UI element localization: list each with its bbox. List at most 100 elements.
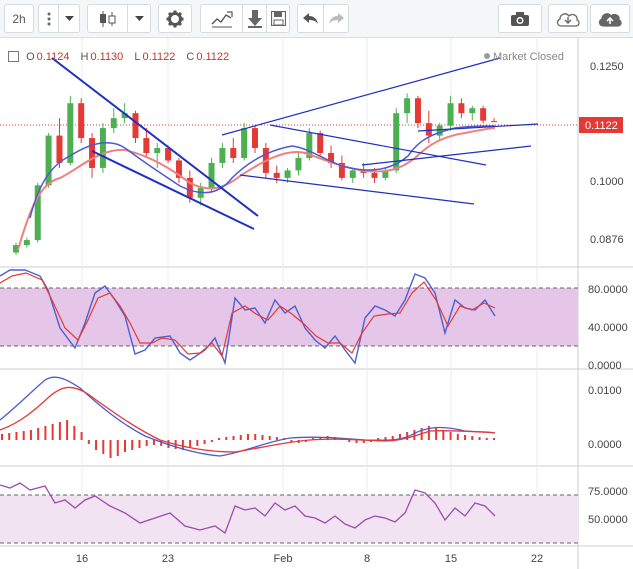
candle-body <box>110 118 117 129</box>
candle-body <box>154 148 161 153</box>
trendline-flat <box>417 123 539 132</box>
price-axis: 0.1250 0.1000 0.0876 <box>590 61 624 246</box>
macd-histogram-bar <box>15 432 18 440</box>
macd-histogram-bar <box>254 434 257 440</box>
save-disk-icon[interactable] <box>266 4 290 33</box>
macd-histogram-bar <box>116 440 119 456</box>
macd-histogram-bar <box>102 440 105 454</box>
trendline-down-upper <box>51 57 259 217</box>
candlestick-series <box>13 93 497 256</box>
macd-histogram-bar <box>493 438 495 440</box>
macd-histogram-bar <box>247 434 249 440</box>
candle-body <box>306 133 313 158</box>
redo-icon[interactable] <box>323 4 349 33</box>
chart-area[interactable]: 0.1250 0.1000 0.0876 0.1122 80.0000 40.0… <box>0 38 633 569</box>
stoch-pane: 75.0000 50.0000 <box>0 482 628 544</box>
open-value: 0.1124 <box>36 51 70 63</box>
macd-histogram-bar <box>196 440 199 446</box>
macd-signal-line <box>0 386 496 453</box>
time-tick-label: Feb <box>274 553 293 565</box>
candle-body <box>414 98 421 124</box>
candle-body <box>99 128 106 168</box>
rsi-band <box>0 288 578 346</box>
time-tick-label: 8 <box>364 553 370 565</box>
macd-histogram-bar <box>87 440 90 444</box>
low-value: 0.1122 <box>142 51 176 63</box>
channel-lower <box>239 174 475 205</box>
macd-histogram-bar <box>348 440 351 442</box>
cloud-download-icon[interactable] <box>548 4 588 33</box>
trendlines <box>51 57 539 230</box>
market-status: Market Closed <box>484 51 564 63</box>
candle-body <box>34 185 41 241</box>
snapshot-camera-icon[interactable] <box>498 4 542 33</box>
chart-canvas[interactable]: 0.1250 0.1000 0.0876 0.1122 80.0000 40.0… <box>0 38 633 569</box>
time-tick-label: 22 <box>531 553 543 565</box>
price-tick-label: 0.1250 <box>590 61 624 73</box>
channel-upper <box>221 57 501 136</box>
macd-histogram-bar <box>73 426 76 440</box>
time-tick-label: 15 <box>445 553 457 565</box>
macd-tick-label: 0.0000 <box>588 439 622 451</box>
macd-histogram-bar <box>152 440 155 445</box>
candle-body <box>469 108 476 114</box>
rsi-tick-label: 80.0000 <box>588 284 628 296</box>
chart-toolbar: 2h <box>0 0 633 38</box>
undo-icon[interactable] <box>297 4 323 33</box>
candle-body <box>480 108 487 121</box>
interval-button[interactable]: 2h <box>4 4 34 33</box>
candle-body <box>175 160 182 178</box>
candle-body <box>458 103 465 114</box>
candle-body <box>23 240 30 246</box>
macd-histogram-bar <box>456 434 459 440</box>
candle-body <box>328 153 335 163</box>
macd-histogram-bar <box>319 437 322 440</box>
rsi-tick-label: 0.0000 <box>588 360 622 372</box>
candle-body <box>89 138 96 168</box>
ohlc-legend: O 0.1124 H 0.1130 L 0.1122 C 0.1122 <box>8 51 237 63</box>
candle-body <box>78 103 85 139</box>
macd-histogram-bar <box>95 440 98 450</box>
candle-body <box>436 125 443 136</box>
macd-histogram-bar <box>232 436 235 440</box>
download-arrow-icon[interactable] <box>242 4 266 33</box>
current-price-tag: 0.1122 <box>579 117 623 133</box>
candle-body <box>241 128 248 158</box>
market-status-label: Market Closed <box>493 51 564 63</box>
macd-histogram-bar <box>189 440 192 448</box>
candles-style-icon[interactable] <box>87 4 127 33</box>
macd-pane: 0.0100 0.0000 <box>0 376 622 458</box>
close-label: C <box>186 51 195 63</box>
settings-gear-icon[interactable] <box>158 4 192 33</box>
close-value: 0.1122 <box>196 51 230 63</box>
macd-tick-label: 0.0100 <box>588 385 622 397</box>
candle-body <box>45 135 52 186</box>
rsi-signal-line <box>0 272 496 358</box>
collapse-legend-icon[interactable] <box>8 51 19 62</box>
macd-histogram-bar <box>8 433 11 440</box>
candle-body <box>165 148 172 161</box>
indicators-icon[interactable] <box>200 4 242 33</box>
stoch-tick-label: 50.0000 <box>588 514 628 526</box>
chart-style-dropdown-icon[interactable] <box>127 4 151 33</box>
moving-average-line <box>17 127 496 251</box>
candle-body <box>404 98 411 114</box>
macd-histogram-bar <box>464 435 467 440</box>
macd-line <box>0 376 496 457</box>
macd-histogram-bar <box>435 428 438 440</box>
interval-dropdown-icon[interactable] <box>58 4 80 33</box>
macd-histogram-bar <box>268 436 271 440</box>
macd-histogram-bar <box>384 437 387 440</box>
macd-histogram-bar <box>181 440 184 450</box>
stoch-band <box>0 495 578 543</box>
candle-body <box>382 170 389 178</box>
macd-histogram-bar <box>145 440 148 446</box>
more-options-icon[interactable] <box>38 4 58 33</box>
macd-histogram-bar <box>442 430 445 440</box>
wedge-upper <box>269 124 487 166</box>
macd-histogram-bar <box>275 437 278 440</box>
cloud-upload-icon[interactable] <box>590 4 630 33</box>
interval-label: 2h <box>12 11 26 26</box>
candle-body <box>132 113 139 139</box>
stoch-line <box>0 482 496 535</box>
